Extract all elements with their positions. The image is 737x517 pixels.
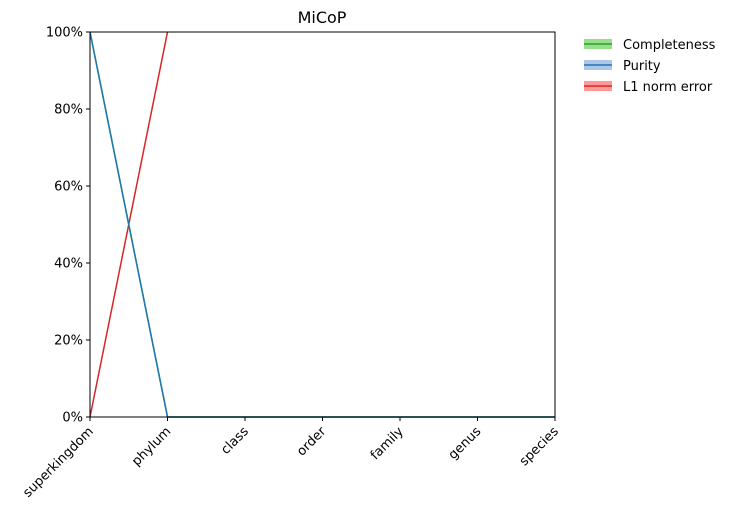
series-line-purity: [90, 31, 555, 418]
legend-label: L1 norm error: [623, 80, 713, 95]
x-tick-label: family: [368, 424, 407, 463]
y-tick-label: 40%: [54, 257, 83, 272]
y-tick-label: 80%: [54, 103, 83, 118]
x-tick-label: superkingdom: [20, 424, 96, 500]
x-axis: superkingdom phylum class order family genus s…: [20, 417, 562, 501]
legend-label: Purity: [623, 59, 661, 74]
chart-title: MiCoP: [298, 8, 347, 27]
y-tick-label: 20%: [54, 334, 83, 349]
plot-frame: [89, 31, 556, 418]
series-line-completeness: [90, 31, 555, 418]
series-layer: [90, 31, 555, 418]
legend-label: Completeness: [623, 38, 716, 53]
x-tick-label: genus: [446, 424, 485, 463]
y-tick-label: 0%: [62, 411, 83, 426]
legend: Completeness Purity L1 norm error: [584, 38, 716, 95]
x-tick-label: phylum: [129, 424, 174, 469]
y-tick-label: 60%: [54, 180, 83, 195]
x-tick-label: order: [294, 424, 330, 460]
y-tick-label: 100%: [46, 26, 83, 41]
x-tick-label: species: [517, 424, 562, 469]
x-tick-label: class: [218, 424, 252, 458]
y-axis: 0% 20% 40% 60% 80% 100%: [46, 26, 90, 426]
